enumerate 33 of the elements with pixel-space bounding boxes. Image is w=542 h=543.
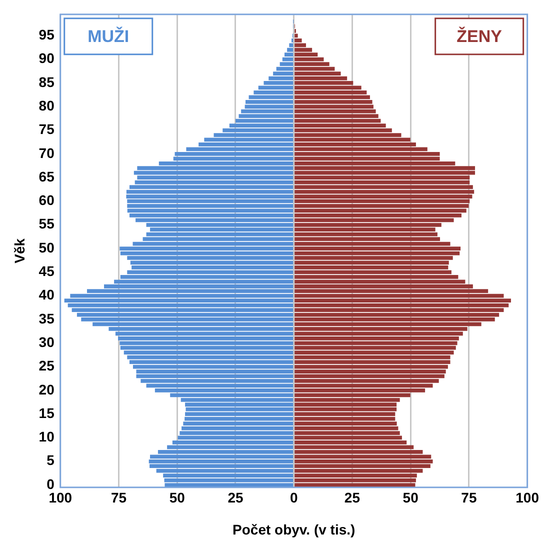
y-tick-label: 45: [38, 263, 55, 280]
y-tick-label: 75: [38, 121, 55, 138]
y-tick-label: 25: [38, 358, 55, 374]
y-tick-label: 50: [38, 239, 55, 256]
y-tick-label: 40: [38, 286, 55, 303]
y-tick-label: 65: [38, 168, 55, 184]
y-tick-label: 20: [38, 381, 55, 398]
text: MUŽI: [88, 26, 130, 46]
x-tick-label: 75: [110, 490, 127, 506]
x-tick-label: 50: [402, 490, 419, 506]
x-tick-label: 100: [516, 490, 540, 506]
y-tick-label: 85: [38, 74, 55, 90]
x-tick-label: 75: [461, 490, 477, 506]
y-tick-label: 35: [38, 310, 55, 326]
x-tick-label: 25: [344, 490, 360, 506]
y-tick-label: 10: [38, 428, 55, 445]
x-axis-title: Počet obyv. (v tis.): [232, 521, 356, 538]
y-axis-title: Věk: [11, 238, 28, 264]
y-tick-label: 70: [38, 144, 55, 161]
y-tick-label: 0: [46, 476, 55, 492]
y-tick-label: 80: [38, 97, 55, 114]
x-tick-label: 25: [228, 490, 244, 506]
y-tick-label: 30: [38, 334, 55, 350]
x-tick-label: 100: [48, 490, 72, 506]
y-tick-label: 15: [38, 404, 55, 421]
y-tick-label: 90: [38, 50, 55, 66]
y-tick-label: 60: [38, 192, 55, 208]
y-tick-label: 55: [38, 216, 55, 232]
x-tick-label: 50: [169, 490, 186, 506]
text: ŽENY: [456, 26, 503, 46]
y-tick-label: 95: [38, 26, 55, 43]
y-tick-label: 5: [46, 452, 55, 468]
x-tick-label: 0: [290, 490, 298, 506]
